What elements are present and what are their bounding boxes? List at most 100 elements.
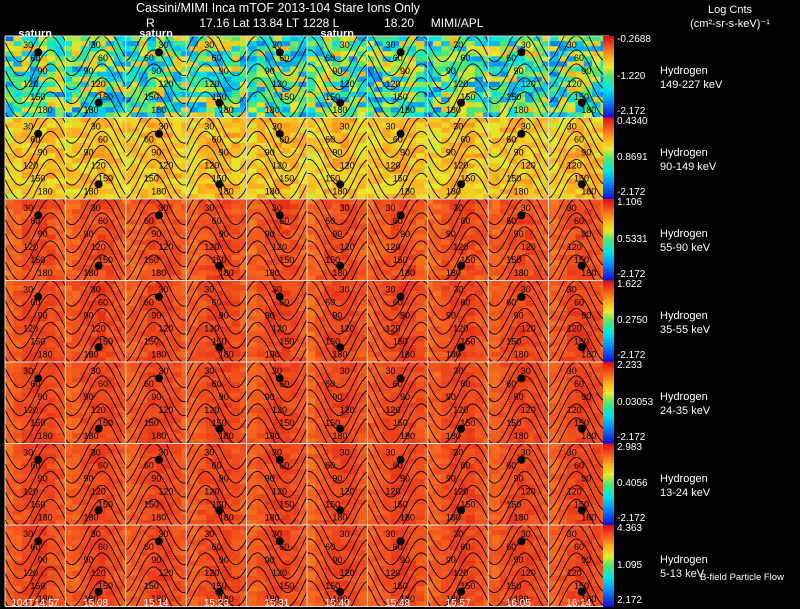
heatmap-cell bbox=[88, 265, 98, 271]
heatmap-cell bbox=[550, 36, 560, 42]
heatmap-cell bbox=[340, 193, 350, 200]
heatmap-cell bbox=[348, 163, 358, 169]
heatmap-cell bbox=[340, 214, 350, 220]
heatmap-cell bbox=[365, 214, 375, 220]
heatmap-cell bbox=[474, 122, 484, 129]
heatmap-cell bbox=[382, 112, 392, 118]
heatmap-cell bbox=[273, 275, 283, 281]
heatmap-cell bbox=[525, 112, 534, 118]
heatmap-cell bbox=[214, 214, 224, 220]
heatmap-cell bbox=[441, 188, 451, 195]
heatmap-cell bbox=[416, 183, 425, 190]
heatmap-cell bbox=[290, 36, 300, 42]
heatmap-cell bbox=[55, 92, 65, 98]
heatmap-cell bbox=[416, 107, 425, 113]
pitch-angle-contour bbox=[548, 158, 610, 200]
heatmap-cell bbox=[105, 260, 115, 266]
pitch-angle-contour bbox=[427, 77, 489, 118]
heatmap-cell bbox=[122, 173, 132, 180]
heatmap-cell bbox=[592, 199, 602, 205]
heatmap-cell bbox=[72, 107, 81, 113]
heatmap-cell bbox=[248, 321, 258, 327]
contour-label: 60 bbox=[212, 135, 222, 145]
contour-label: 90 bbox=[332, 148, 342, 158]
heatmap-cell bbox=[231, 41, 241, 47]
heatmap-cell bbox=[206, 107, 216, 113]
heatmap-cell bbox=[290, 173, 300, 180]
heatmap-cell bbox=[290, 239, 300, 246]
heatmap-cell bbox=[474, 92, 484, 98]
heatmap-cell bbox=[206, 249, 216, 256]
heatmap-cell bbox=[499, 183, 509, 190]
heatmap-cell bbox=[592, 193, 602, 200]
heatmap-cell bbox=[281, 209, 291, 215]
heatmap-cell bbox=[298, 336, 308, 343]
heatmap-cell bbox=[525, 229, 534, 236]
heatmap-cell bbox=[164, 316, 174, 322]
heatmap-cell bbox=[567, 193, 576, 200]
heatmap-cell bbox=[332, 122, 341, 129]
heatmap-cell bbox=[122, 127, 132, 134]
heatmap-cell bbox=[432, 173, 442, 180]
heatmap-cell bbox=[332, 76, 341, 83]
heatmap-cell bbox=[46, 255, 56, 261]
heatmap-cell bbox=[508, 173, 518, 180]
heatmap-cell bbox=[214, 107, 224, 113]
heatmap-cell bbox=[231, 321, 241, 327]
heatmap-cell bbox=[80, 321, 90, 327]
heatmap-cell bbox=[441, 285, 451, 292]
heatmap-cell bbox=[390, 260, 400, 266]
heatmap-cell bbox=[231, 224, 241, 230]
pitch-angle-contour bbox=[65, 130, 127, 172]
heatmap-cell bbox=[130, 229, 140, 236]
pitch-angle-contour bbox=[246, 77, 308, 118]
heatmap-cell bbox=[516, 300, 526, 307]
pitch-angle-contour bbox=[367, 158, 429, 200]
heatmap-cell bbox=[189, 86, 199, 93]
contour-label: 60 bbox=[506, 135, 516, 145]
heatmap-cell bbox=[382, 102, 392, 108]
contour-label: 60 bbox=[460, 53, 470, 63]
heatmap-cell bbox=[592, 290, 602, 297]
heatmap-cell bbox=[256, 173, 266, 180]
heatmap-cell bbox=[256, 122, 266, 129]
heatmap-cell bbox=[265, 132, 274, 139]
heatmap-cell bbox=[265, 204, 274, 210]
heatmap-cell bbox=[130, 178, 140, 185]
heatmap-cell bbox=[508, 193, 518, 200]
heatmap-cell bbox=[499, 132, 509, 139]
heatmap-cell bbox=[139, 46, 149, 52]
heatmap-cell bbox=[63, 36, 73, 42]
heatmap-cell bbox=[105, 112, 115, 118]
heatmap-cell bbox=[30, 193, 39, 200]
heatmap-cell bbox=[541, 326, 551, 332]
heatmap-cell bbox=[189, 148, 199, 154]
heatmap-cell bbox=[214, 51, 224, 57]
heatmap-cell bbox=[307, 295, 316, 302]
heatmap-cell bbox=[315, 321, 325, 327]
heatmap-cell bbox=[189, 188, 199, 195]
heatmap-cell bbox=[256, 229, 266, 236]
heatmap-cell bbox=[374, 158, 383, 164]
heatmap-cell bbox=[105, 46, 115, 52]
contour-label: 180 bbox=[219, 105, 234, 115]
heatmap-cell bbox=[541, 117, 551, 123]
heatmap-cell bbox=[357, 173, 367, 180]
heatmap-cell bbox=[223, 76, 232, 83]
heatmap-cell bbox=[63, 183, 73, 190]
heatmap-cell bbox=[516, 122, 526, 129]
heatmap-cell bbox=[21, 142, 31, 149]
heatmap-cell bbox=[499, 244, 509, 251]
heatmap-cell bbox=[105, 265, 115, 271]
heatmap-cell bbox=[63, 295, 73, 302]
heatmap-cell bbox=[441, 204, 451, 210]
heatmap-cell bbox=[72, 71, 81, 78]
heatmap-cell bbox=[5, 173, 14, 180]
heatmap-cell bbox=[105, 336, 115, 343]
heatmap-cell bbox=[583, 178, 593, 185]
heatmap-cell bbox=[273, 56, 283, 62]
heatmap-cell bbox=[533, 300, 543, 307]
heatmap-cell bbox=[13, 295, 23, 302]
heatmap-cell bbox=[399, 260, 409, 266]
heatmap-cell bbox=[424, 311, 434, 317]
